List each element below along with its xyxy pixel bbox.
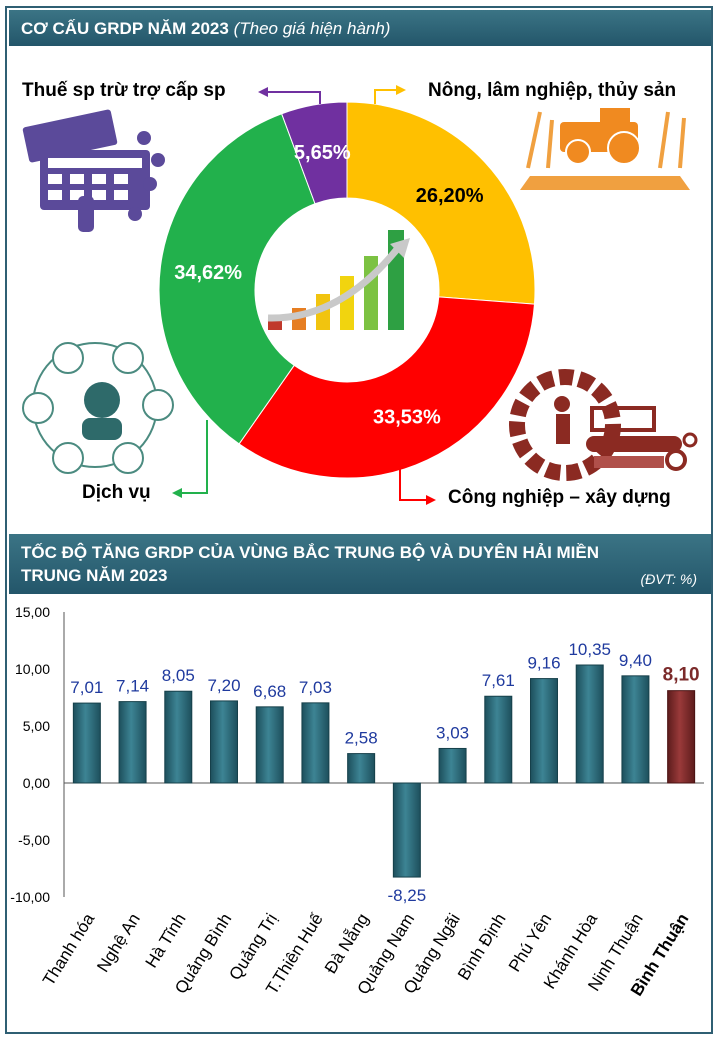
section1-header: CƠ CẤU GRDP NĂM 2023 (Theo giá hiện hành… — [9, 10, 711, 46]
growth-chart-icon — [267, 230, 410, 330]
legend-industry: Công nghiệp – xây dựng — [448, 487, 671, 508]
section2-title-line2: TRUNG NĂM 2023 — [21, 566, 168, 585]
services-network-icon — [22, 342, 174, 474]
section1-title: CƠ CẤU GRDP NĂM 2023 — [21, 19, 229, 38]
label-leaders — [172, 85, 436, 505]
tractor-icon — [520, 108, 690, 190]
section2-header: TỐC ĐỘ TĂNG GRDP CỦA VÙNG BẮC TRUNG BỘ V… — [9, 534, 711, 594]
unit-label: (ĐVT: %) — [640, 571, 697, 587]
donut-slice — [346, 101, 536, 305]
donut-value-label: 5,65% — [294, 142, 351, 164]
industry-gear-icon — [509, 369, 698, 481]
legend-services: Dịch vụ — [82, 482, 151, 503]
legend-agriculture: Nông, lâm nghiệp, thủy sản — [428, 80, 677, 101]
donut-slice — [238, 296, 536, 479]
tax-calculator-icon — [22, 109, 165, 232]
donut-value-label: 33,53% — [373, 407, 441, 429]
donut-value-label: 34,62% — [174, 262, 242, 284]
donut-slice — [158, 113, 316, 445]
donut-slice — [281, 101, 348, 205]
section1-subtitle: (Theo giá hiện hành) — [233, 19, 391, 38]
legend-tax: Thuế sp trừ trợ cấp sp — [22, 80, 226, 101]
grdp-structure-donut: 26,20% 33,53% 34,62% 5,65% — [22, 85, 698, 505]
section2-title-line1: TỐC ĐỘ TĂNG GRDP CỦA VÙNG BẮC TRUNG BỘ V… — [21, 543, 600, 562]
donut-value-label: 26,20% — [416, 185, 484, 207]
